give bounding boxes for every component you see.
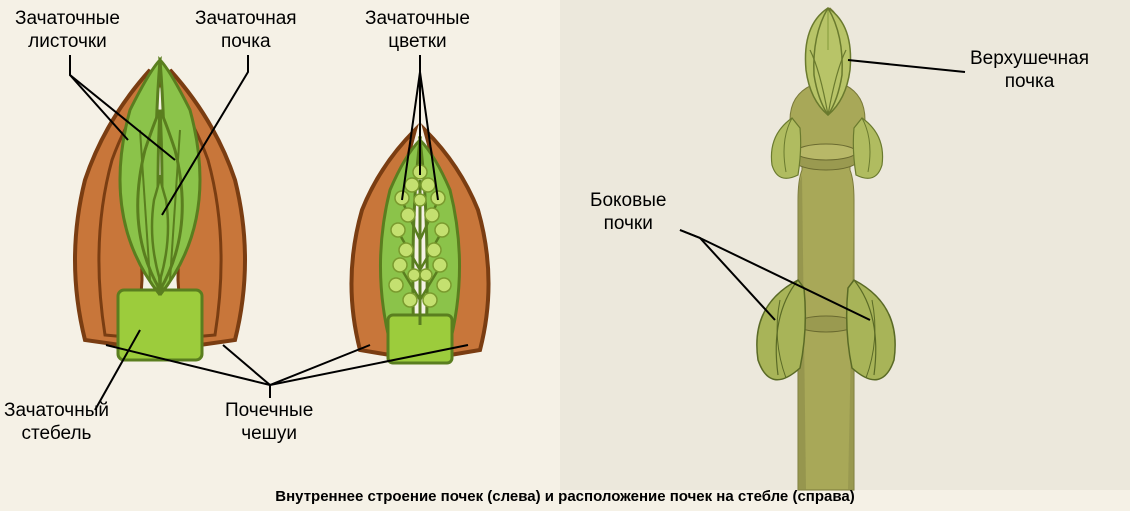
label-stem: Зачаточный стебель — [4, 400, 109, 446]
label-lateral-line1: Боковые — [590, 190, 666, 211]
label-bud-line1: Зачаточная — [195, 8, 297, 29]
label-scales-line2: чешуи — [241, 423, 297, 444]
label-stem-line2: стебель — [22, 423, 92, 444]
diagram-canvas: Зачаточные листочки Зачаточная почка Зач… — [0, 0, 1130, 511]
figure-caption: Внутреннее строение почек (слева) и расп… — [0, 488, 1130, 505]
label-apical-line2: почка — [1005, 71, 1055, 92]
label-apical: Верхушечная почка — [970, 48, 1089, 94]
label-leaves-line1: Зачаточные — [15, 8, 120, 29]
label-apical-line1: Верхушечная — [970, 48, 1089, 69]
label-lateral-line2: почки — [604, 213, 653, 234]
label-bud: Зачаточная почка — [195, 8, 297, 54]
label-leaves: Зачаточные листочки — [15, 8, 120, 54]
label-flowers: Зачаточные цветки — [365, 8, 470, 54]
label-lateral: Боковые почки — [590, 190, 666, 236]
label-scales-line1: Почечные — [225, 400, 313, 421]
label-flowers-line1: Зачаточные — [365, 8, 470, 29]
label-flowers-line2: цветки — [388, 31, 446, 52]
illustration-svg — [0, 0, 1130, 511]
label-stem-line1: Зачаточный — [4, 400, 109, 421]
label-leaves-line2: листочки — [28, 31, 107, 52]
label-scales: Почечные чешуи — [225, 400, 313, 446]
label-bud-line2: почка — [221, 31, 271, 52]
